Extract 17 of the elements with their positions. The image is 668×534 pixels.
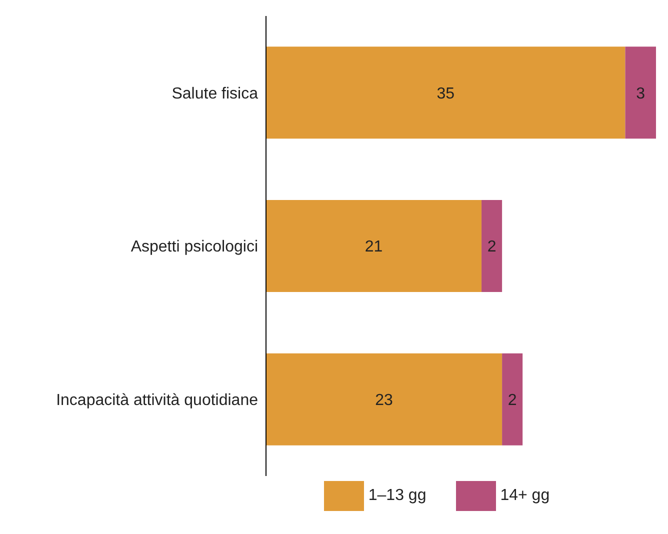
bar [266,46,626,139]
bar [502,353,523,446]
y-tick-label: Incapacità attività quotidiane [56,392,258,410]
data-label: 23 [375,392,394,410]
legend-label: 1–13 gg [368,487,426,504]
data-label: 2 [508,392,517,410]
data-label: 2 [487,238,496,256]
bar [625,46,656,139]
data-label: 3 [636,85,646,102]
y-tick-label: Aspetti psicologici [130,238,258,256]
y-tick-label: Salute fisica [172,85,258,102]
legend-label: 14+ gg [500,487,550,504]
data-label: 21 [364,238,383,256]
data-label: 35 [436,85,455,102]
bar [482,200,502,292]
bar [266,353,502,446]
bar [266,200,482,292]
